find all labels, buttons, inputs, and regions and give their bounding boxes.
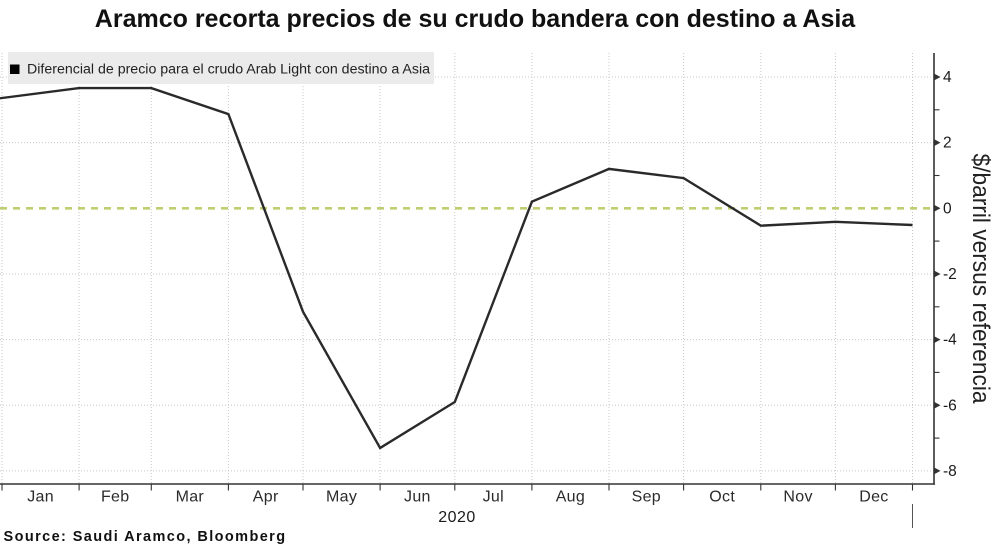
svg-text:Diferencial de precio para el: Diferencial de precio para el crudo Arab… (27, 61, 430, 77)
svg-text:Aramco recorta precios de su c: Aramco recorta precios de su crudo bande… (95, 5, 857, 33)
svg-text:2020: 2020 (438, 509, 476, 526)
svg-text:-2: -2 (943, 266, 957, 283)
svg-text:-4: -4 (943, 332, 957, 349)
svg-text:-6: -6 (943, 397, 957, 414)
svg-text:Feb: Feb (101, 489, 129, 506)
svg-text:Dec: Dec (859, 489, 888, 506)
svg-text:Aug: Aug (556, 489, 585, 506)
svg-text:Jul: Jul (483, 489, 504, 506)
svg-text:Sep: Sep (632, 489, 661, 506)
svg-text:Oct: Oct (709, 489, 735, 506)
svg-text:Jun: Jun (404, 489, 431, 506)
svg-text:Apr: Apr (253, 489, 279, 506)
svg-text:4: 4 (943, 69, 952, 86)
svg-text:-8: -8 (943, 463, 957, 480)
svg-text:Mar: Mar (176, 489, 205, 506)
svg-text:May: May (326, 489, 357, 506)
svg-text:0: 0 (943, 200, 952, 217)
svg-text:Nov: Nov (783, 489, 812, 506)
svg-text:2: 2 (943, 135, 952, 152)
svg-text:Source: Saudi Aramco, Bloombe: Source: Saudi Aramco, Bloomberg (4, 529, 287, 545)
svg-text:Jan: Jan (27, 489, 54, 506)
svg-text:$/barril versus referencia: $/barril versus referencia (967, 154, 994, 405)
